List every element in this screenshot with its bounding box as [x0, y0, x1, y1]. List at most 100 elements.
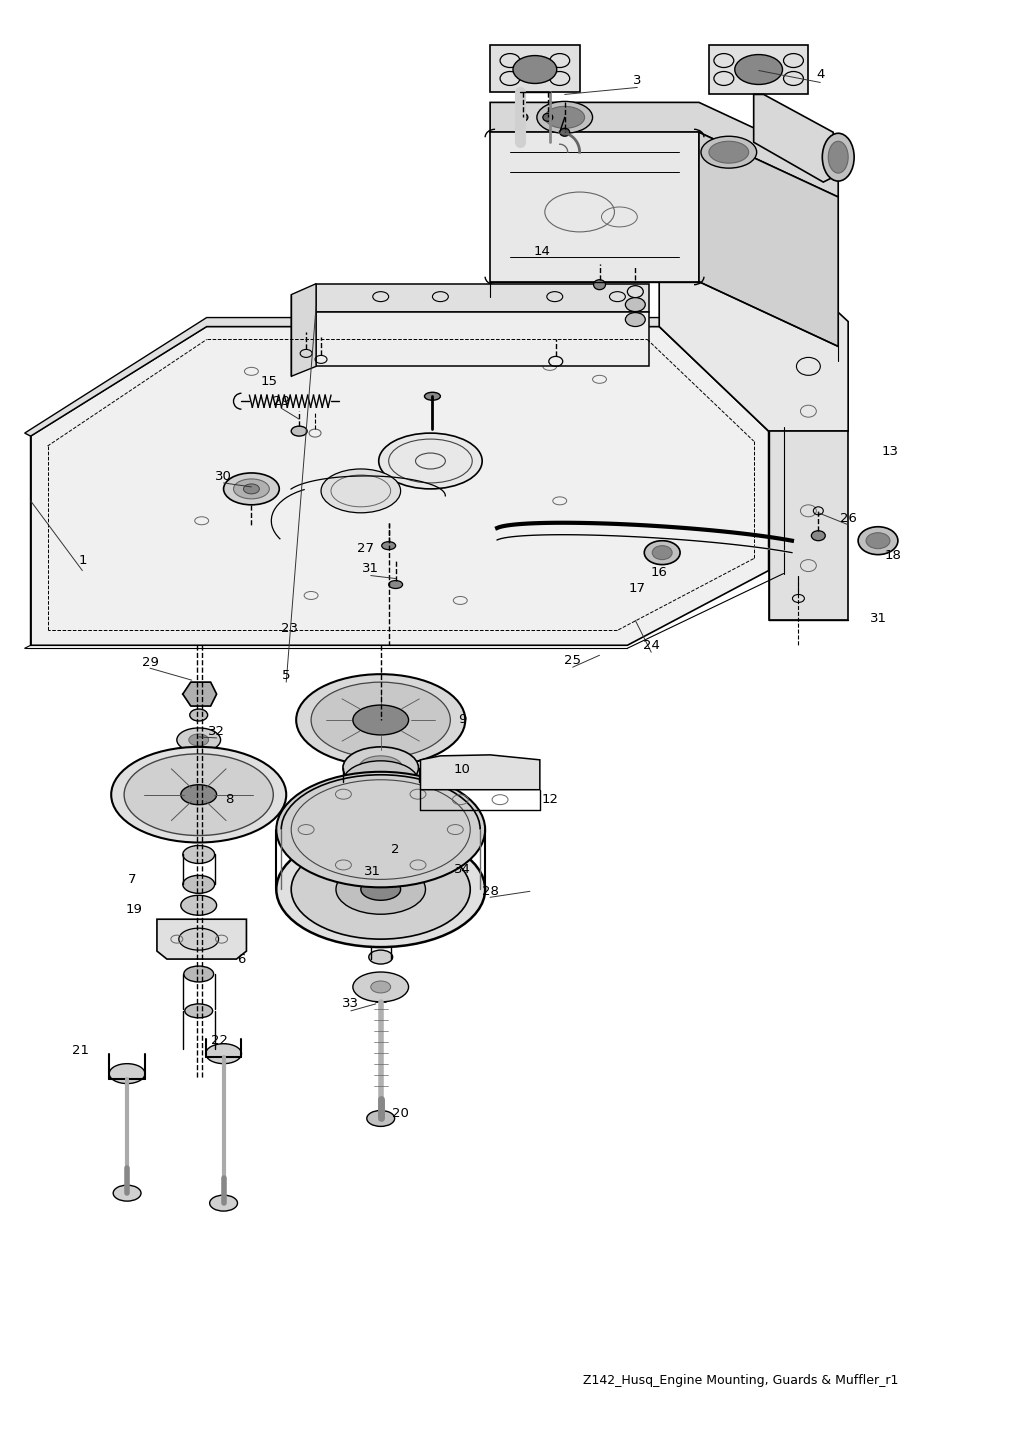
Text: 32: 32 — [208, 726, 225, 739]
Ellipse shape — [866, 532, 890, 548]
Ellipse shape — [367, 1111, 394, 1126]
Ellipse shape — [644, 541, 680, 564]
Text: 4: 4 — [816, 67, 824, 80]
Text: 17: 17 — [629, 583, 646, 596]
Text: 3: 3 — [633, 75, 642, 88]
Text: 22: 22 — [211, 1035, 228, 1048]
Polygon shape — [316, 311, 649, 366]
Polygon shape — [421, 755, 540, 789]
Ellipse shape — [181, 895, 217, 916]
Text: 25: 25 — [564, 654, 582, 667]
Text: 26: 26 — [840, 512, 857, 525]
Ellipse shape — [244, 484, 259, 494]
Text: 1: 1 — [78, 554, 87, 567]
Ellipse shape — [110, 1063, 145, 1083]
Ellipse shape — [233, 479, 269, 499]
Polygon shape — [699, 132, 839, 346]
Text: 5: 5 — [282, 669, 291, 682]
Polygon shape — [490, 44, 580, 92]
Ellipse shape — [735, 55, 782, 85]
Polygon shape — [183, 682, 217, 706]
Ellipse shape — [183, 966, 214, 982]
Ellipse shape — [183, 845, 215, 864]
Text: 18: 18 — [885, 550, 901, 563]
Text: 10: 10 — [454, 763, 471, 776]
Ellipse shape — [276, 831, 485, 947]
Ellipse shape — [311, 682, 451, 758]
Ellipse shape — [822, 133, 854, 181]
Polygon shape — [754, 95, 834, 182]
Text: 31: 31 — [362, 563, 379, 575]
Ellipse shape — [389, 581, 402, 588]
Text: 16: 16 — [651, 565, 668, 580]
Ellipse shape — [701, 136, 757, 168]
Ellipse shape — [425, 392, 440, 400]
Text: 9: 9 — [458, 713, 467, 726]
Ellipse shape — [545, 106, 585, 128]
Ellipse shape — [179, 928, 218, 950]
Polygon shape — [490, 102, 839, 197]
Polygon shape — [291, 284, 316, 376]
Text: 31: 31 — [869, 611, 887, 624]
Ellipse shape — [537, 102, 593, 133]
Ellipse shape — [811, 531, 825, 541]
Ellipse shape — [112, 746, 287, 842]
Ellipse shape — [652, 545, 672, 560]
Text: 28: 28 — [481, 885, 499, 898]
Text: 6: 6 — [238, 953, 246, 966]
Ellipse shape — [353, 705, 409, 735]
Ellipse shape — [518, 113, 528, 122]
Polygon shape — [769, 430, 848, 620]
Text: 13: 13 — [882, 445, 898, 458]
Ellipse shape — [371, 982, 391, 993]
Polygon shape — [31, 327, 769, 646]
Ellipse shape — [360, 878, 400, 900]
Text: 24: 24 — [643, 639, 659, 651]
Text: 15: 15 — [261, 375, 278, 387]
Text: 30: 30 — [215, 471, 232, 484]
Ellipse shape — [114, 1185, 141, 1201]
Text: 31: 31 — [365, 865, 381, 878]
Ellipse shape — [183, 875, 215, 894]
Ellipse shape — [828, 141, 848, 174]
Ellipse shape — [513, 56, 557, 83]
Text: 33: 33 — [342, 997, 359, 1010]
Polygon shape — [490, 132, 699, 281]
Text: Z142_Husq_Engine Mounting, Guards & Muffler_r1: Z142_Husq_Engine Mounting, Guards & Muff… — [583, 1375, 898, 1388]
Ellipse shape — [124, 753, 273, 835]
Ellipse shape — [188, 733, 209, 746]
Ellipse shape — [181, 785, 217, 805]
Ellipse shape — [336, 864, 426, 914]
Text: 2: 2 — [391, 842, 400, 857]
Ellipse shape — [291, 839, 470, 938]
Ellipse shape — [291, 426, 307, 436]
Ellipse shape — [382, 541, 395, 550]
Text: 29: 29 — [141, 656, 159, 669]
Ellipse shape — [223, 474, 280, 505]
Text: 27: 27 — [357, 542, 375, 555]
Ellipse shape — [369, 950, 392, 964]
Ellipse shape — [210, 1195, 238, 1211]
Ellipse shape — [177, 728, 220, 752]
Ellipse shape — [296, 674, 465, 766]
Polygon shape — [25, 317, 783, 436]
Ellipse shape — [560, 128, 569, 136]
Ellipse shape — [379, 433, 482, 489]
Polygon shape — [157, 920, 247, 959]
Ellipse shape — [322, 469, 400, 512]
Text: 14: 14 — [534, 245, 550, 258]
Text: 12: 12 — [542, 794, 558, 806]
Text: 20: 20 — [392, 1106, 409, 1119]
Ellipse shape — [626, 313, 645, 327]
Ellipse shape — [189, 709, 208, 720]
Polygon shape — [709, 44, 808, 95]
Text: 34: 34 — [454, 862, 471, 875]
Ellipse shape — [626, 297, 645, 311]
Ellipse shape — [206, 1043, 242, 1063]
Ellipse shape — [184, 1004, 213, 1017]
Text: 19: 19 — [126, 903, 142, 916]
Ellipse shape — [343, 761, 419, 802]
Text: 29: 29 — [272, 395, 290, 408]
Text: 7: 7 — [128, 872, 136, 885]
Text: 23: 23 — [281, 621, 298, 634]
